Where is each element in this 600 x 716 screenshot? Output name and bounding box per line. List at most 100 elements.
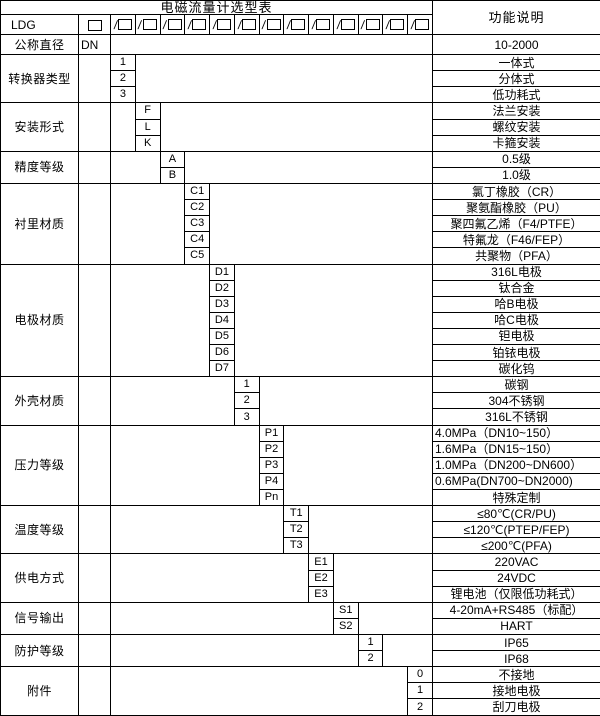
- code-slot: /: [332, 14, 359, 36]
- box-icon: [142, 19, 157, 31]
- code-slot: /: [357, 14, 384, 36]
- category-label: 电极材质: [0, 263, 79, 378]
- category-label: 压力等级: [0, 424, 79, 507]
- option-description: 24VDC: [432, 569, 600, 587]
- spacer-cell: [110, 34, 433, 56]
- code-slot: /: [258, 14, 285, 36]
- dn-cell: [78, 424, 111, 507]
- option-code: 1: [357, 634, 384, 652]
- box-icon: [167, 19, 182, 31]
- option-description: 卡箍安装: [432, 134, 600, 152]
- spacer-cell: [110, 601, 334, 636]
- box-icon: [291, 19, 306, 31]
- code-slot: /: [308, 14, 334, 36]
- option-description: 1.0MPa（DN200~DN600）: [432, 456, 600, 474]
- option-description: ≤120℃(PTEP/FEP): [432, 521, 600, 539]
- option-code: D4: [209, 311, 235, 329]
- option-code: T2: [283, 521, 310, 539]
- dn-cell: DN: [78, 34, 111, 56]
- option-code: K: [134, 134, 161, 152]
- spacer-cell: [134, 54, 434, 104]
- spacer-cell: [184, 150, 433, 184]
- code-slot: /: [110, 14, 136, 36]
- code-slot: /: [407, 14, 433, 36]
- option-description: 特殊定制: [432, 489, 600, 507]
- box-icon: [217, 19, 232, 31]
- option-description: 螺纹安装: [432, 118, 600, 136]
- option-code: D5: [209, 327, 235, 346]
- option-description: 316L不锈钢: [432, 408, 600, 426]
- option-description: 1.0级: [432, 166, 600, 184]
- option-description: 一体式: [432, 54, 600, 72]
- option-code: D2: [209, 279, 235, 297]
- box-icon: [266, 19, 281, 31]
- option-code: C1: [184, 182, 211, 201]
- category-label: 转换器类型: [0, 54, 79, 104]
- spacer-cell: [382, 634, 433, 668]
- option-description: IP65: [432, 634, 600, 652]
- option-description: 碳钢: [432, 376, 600, 394]
- option-description: 哈C电极: [432, 311, 600, 329]
- option-description: 不接地: [432, 666, 600, 684]
- spacer-cell: [110, 376, 235, 426]
- dn-cell: [78, 601, 111, 636]
- option-code: D7: [209, 360, 235, 378]
- model-code-ldg: LDG: [0, 14, 79, 36]
- option-description: 刮刀电极: [432, 698, 600, 716]
- spacer-cell: [283, 424, 433, 507]
- dn-cell: [78, 102, 111, 152]
- spacer-cell: [109, 666, 409, 716]
- option-description: 共聚物（PFA）: [432, 247, 600, 265]
- spacer-cell: [159, 102, 434, 152]
- option-description: 0.5级: [432, 150, 600, 168]
- category-label: 外壳材质: [0, 376, 79, 426]
- option-description: 聚四氟乙烯（F4/PTFE）: [432, 215, 600, 233]
- option-description: 304不锈钢: [432, 392, 600, 410]
- option-description: ≤80℃(CR/PU): [432, 505, 600, 523]
- code-slot: /: [134, 14, 161, 36]
- box-icon: [118, 19, 133, 31]
- category-label: 温度等级: [0, 505, 79, 555]
- spacer-cell: [110, 424, 260, 507]
- option-description: 分体式: [432, 70, 600, 88]
- option-code: C5: [184, 247, 211, 265]
- dn-cell: [78, 150, 111, 184]
- option-code: P2: [258, 440, 285, 458]
- option-description: 钛合金: [432, 279, 600, 297]
- option-description: 氯丁橡胶（CR）: [432, 182, 600, 201]
- option-code: 3: [110, 86, 136, 104]
- category-label: 衬里材质: [0, 182, 79, 265]
- box-icon: [390, 19, 405, 31]
- table-title: 电磁流量计选型表: [0, 0, 433, 16]
- box-icon: [241, 19, 256, 31]
- dn-cell: [78, 182, 111, 265]
- option-code: E3: [308, 585, 334, 603]
- option-code: P1: [258, 424, 285, 442]
- code-slot: /: [233, 14, 260, 36]
- option-code: A: [159, 150, 186, 168]
- code-slot: /: [382, 14, 409, 36]
- spacer-cell: [209, 182, 433, 265]
- option-description: 接地电极: [432, 682, 600, 700]
- option-description: 法兰安装: [432, 102, 600, 120]
- spacer-cell: [109, 553, 310, 603]
- option-description: 碳化钨: [432, 360, 600, 378]
- option-code: 2: [357, 650, 384, 668]
- option-code: S2: [332, 617, 359, 636]
- code-slot: /: [209, 14, 235, 36]
- function-description-header: 功能说明: [432, 0, 600, 36]
- box-icon: [316, 19, 331, 31]
- option-description: 0.6MPa(DN700~DN2000): [432, 472, 600, 491]
- option-description: 4.0MPa（DN10~150）: [432, 424, 600, 442]
- option-code: 1: [233, 376, 260, 394]
- category-label: 供电方式: [0, 553, 79, 603]
- option-description: 特氟龙（F46/FEP）: [432, 231, 600, 249]
- dn-cell: [78, 376, 111, 426]
- spacer-cell: [110, 102, 136, 152]
- spacer-cell: [110, 634, 359, 668]
- spacer-cell: [233, 263, 434, 378]
- box-icon: [87, 19, 102, 31]
- option-code: C3: [184, 215, 211, 233]
- option-code: T3: [283, 537, 310, 555]
- option-code: C4: [184, 231, 211, 249]
